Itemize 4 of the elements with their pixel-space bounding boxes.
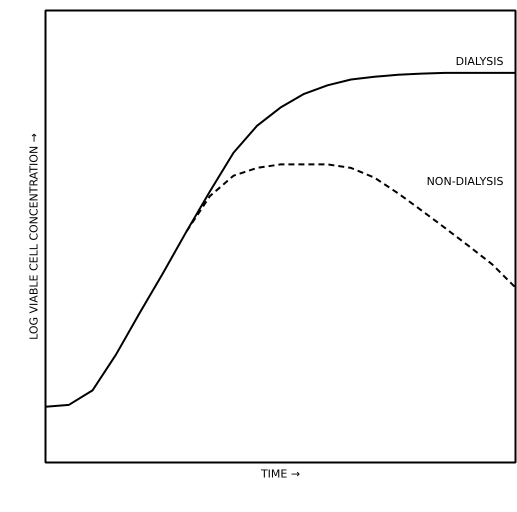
series-label: DIALYSIS xyxy=(456,54,504,68)
x-axis-title: TIME → xyxy=(260,468,300,480)
series-label: NON-DIALYSIS xyxy=(426,175,504,188)
y-axis-title: LOG VIABLE CELL CONCENTRATION → xyxy=(28,133,40,340)
